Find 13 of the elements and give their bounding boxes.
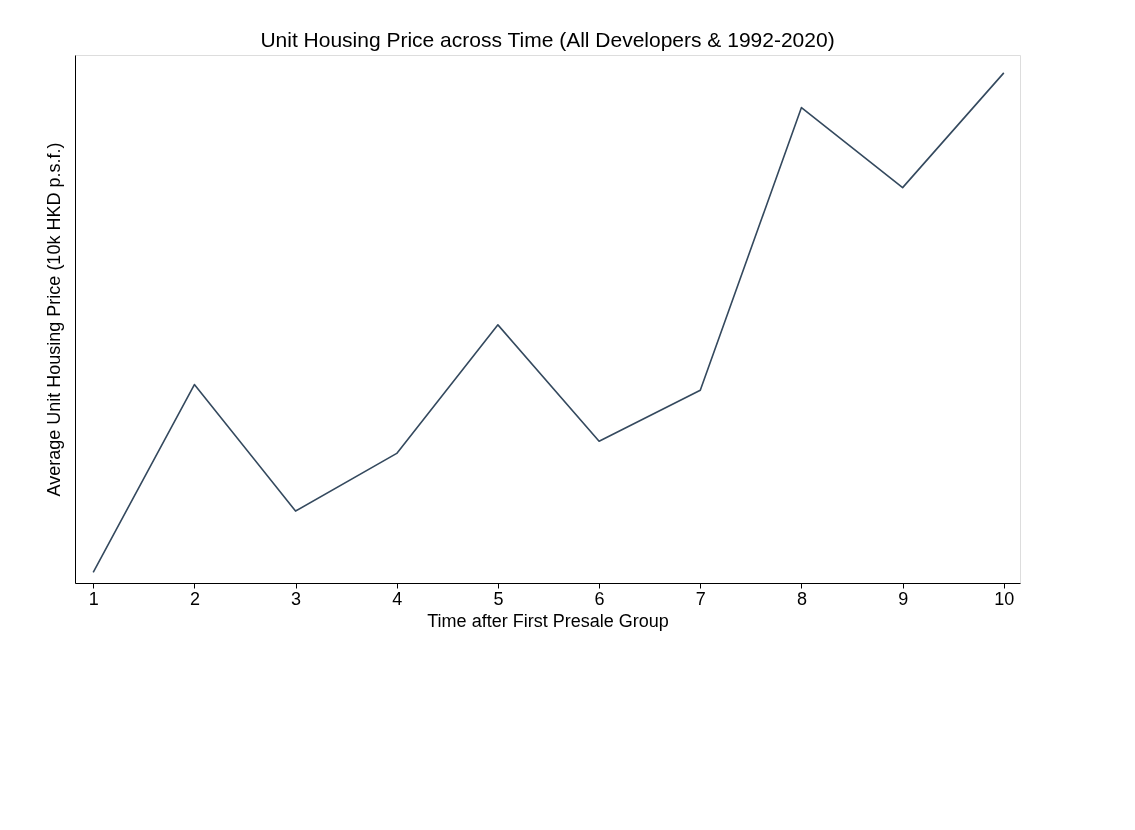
x-tick-label: 4	[392, 588, 403, 609]
x-axis-title: Time after First Presale Group	[427, 610, 669, 631]
x-tick-label: 10	[994, 588, 1015, 609]
x-tick-label: 3	[291, 588, 302, 609]
x-tick-label: 8	[796, 588, 807, 609]
y-axis-title: Average Unit Housing Price (10k HKD p.s.f.)	[43, 142, 64, 497]
x-tick-label: 5	[493, 588, 504, 609]
x-tick-label: 6	[594, 588, 605, 609]
x-tick-label: 1	[88, 588, 99, 609]
x-tick-label: 2	[189, 588, 200, 609]
x-tick-label: 9	[898, 588, 909, 609]
chart-title: Unit Housing Price across Time (All Developers & 1992-2020)	[260, 28, 835, 51]
x-tick-label: 7	[695, 588, 706, 609]
